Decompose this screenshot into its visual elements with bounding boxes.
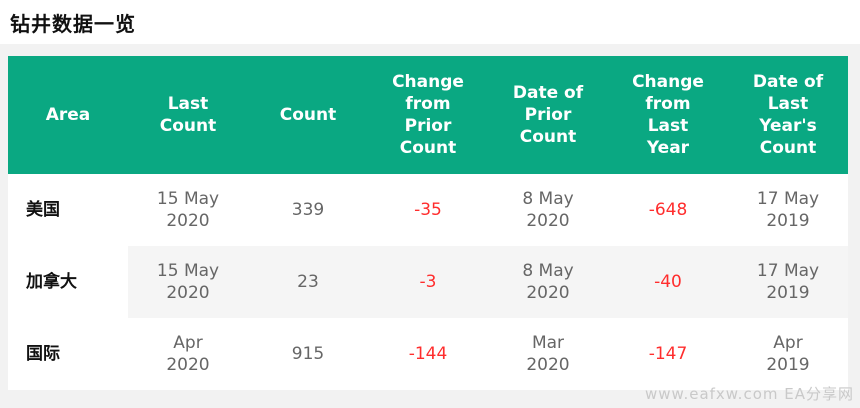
count-cell: 23 [248, 246, 368, 318]
last-count-cell: 15 May 2020 [128, 174, 248, 246]
data-table: Area Last Count Count Change from Prior Coun… [8, 56, 848, 390]
area-cell: 国际 [8, 318, 128, 390]
page-title: 钻井数据一览 [10, 12, 136, 36]
col-header-count: Count [248, 56, 368, 174]
date-last-year-cell: 17 May 2019 [728, 174, 848, 246]
table-row: 美国 15 May 2020 339 -35 8 May 2020 -648 17 … [8, 174, 848, 246]
date-prior-cell: 8 May 2020 [488, 174, 608, 246]
title-bar: 钻井数据一览 [0, 0, 860, 44]
col-header-last-count: Last Count [128, 56, 248, 174]
col-header-change-prior: Change from Prior Count [368, 56, 488, 174]
rig-count-table: Area Last Count Count Change from Prior Coun… [8, 56, 848, 390]
table-row: 加拿大 15 May 2020 23 -3 8 May 2020 -40 17 Ma… [8, 246, 848, 318]
change-last-year-cell: -648 [608, 174, 728, 246]
change-last-year-cell: -40 [608, 246, 728, 318]
col-header-area: Area [8, 56, 128, 174]
header-row: Area Last Count Count Change from Prior Coun… [8, 56, 848, 174]
last-count-cell: Apr 2020 [128, 318, 248, 390]
col-header-date-last-year: Date of Last Year's Count [728, 56, 848, 174]
count-cell: 915 [248, 318, 368, 390]
change-prior-cell: -144 [368, 318, 488, 390]
count-cell: 339 [248, 174, 368, 246]
table-row: 国际 Apr 2020 915 -144 Mar 2020 -147 Apr 2019 [8, 318, 848, 390]
change-last-year-cell: -147 [608, 318, 728, 390]
date-last-year-cell: Apr 2019 [728, 318, 848, 390]
area-cell: 美国 [8, 174, 128, 246]
change-prior-cell: -3 [368, 246, 488, 318]
last-count-cell: 15 May 2020 [128, 246, 248, 318]
date-prior-cell: Mar 2020 [488, 318, 608, 390]
col-header-change-last-year: Change from Last Year [608, 56, 728, 174]
change-prior-cell: -35 [368, 174, 488, 246]
date-last-year-cell: 17 May 2019 [728, 246, 848, 318]
watermark: www.eafxw.com EA分享网 [645, 385, 854, 403]
col-header-date-prior: Date of Prior Count [488, 56, 608, 174]
area-cell: 加拿大 [8, 246, 128, 318]
date-prior-cell: 8 May 2020 [488, 246, 608, 318]
